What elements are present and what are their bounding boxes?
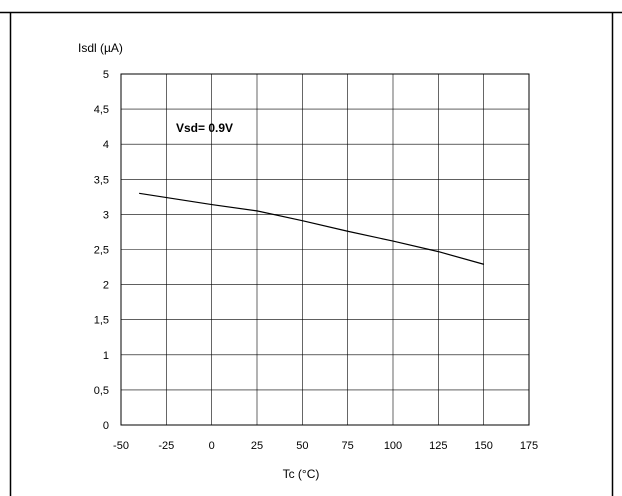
x-tick-label: 25 <box>251 440 263 452</box>
x-tick-label: 75 <box>342 440 354 452</box>
y-tick-label: 2,5 <box>94 245 109 257</box>
y-tick-label: 4 <box>103 139 109 151</box>
condition-annotation: Vsd= 0.9V <box>176 121 233 135</box>
x-tick-labels: -50 -25 0 25 50 75 100 125 150 175 <box>113 440 538 452</box>
y-tick-labels: 0 0,5 1 1,5 2 2,5 3 3,5 4 4,5 5 <box>94 69 109 432</box>
x-tick-label: 50 <box>296 440 308 452</box>
x-tick-label: 175 <box>520 440 538 452</box>
y-tick-label: 1,5 <box>94 315 109 327</box>
y-tick-label: 2 <box>103 280 109 292</box>
x-tick-label: -25 <box>158 440 174 452</box>
x-axis-label: Tc (°C) <box>283 467 320 481</box>
x-tick-label: 100 <box>384 440 402 452</box>
x-tick-label: -50 <box>113 440 129 452</box>
y-tick-label: 0,5 <box>94 385 109 397</box>
y-tick-label: 1 <box>103 350 109 362</box>
y-tick-label: 0 <box>103 420 109 432</box>
series-layer <box>139 192 484 265</box>
y-tick-label: 4,5 <box>94 104 109 116</box>
x-tick-label: 150 <box>474 440 492 452</box>
x-tick-label: 0 <box>209 440 215 452</box>
plot-border <box>120 73 530 426</box>
y-tick-label: 3,5 <box>94 174 109 186</box>
y-tick-label: 3 <box>103 209 109 221</box>
y-tick-label: 5 <box>103 69 109 81</box>
plot-area <box>120 73 530 426</box>
series-line <box>139 192 484 265</box>
y-axis-label: Isdl (µA) <box>78 41 123 55</box>
x-tick-label: 125 <box>429 440 447 452</box>
